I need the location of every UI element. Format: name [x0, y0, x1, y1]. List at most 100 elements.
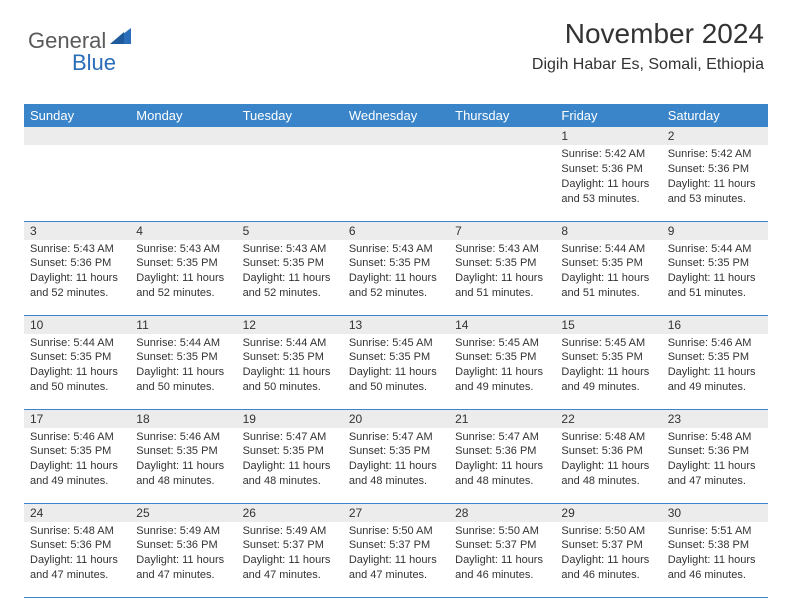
- day-header: Wednesday: [343, 104, 449, 127]
- day-number: 21: [449, 410, 555, 428]
- day-details: Sunrise: 5:43 AMSunset: 5:35 PMDaylight:…: [449, 240, 555, 305]
- calendar-cell: 25Sunrise: 5:49 AMSunset: 5:36 PMDayligh…: [130, 503, 236, 597]
- calendar-body: 1Sunrise: 5:42 AMSunset: 5:36 PMDaylight…: [24, 127, 768, 597]
- calendar-cell: 11Sunrise: 5:44 AMSunset: 5:35 PMDayligh…: [130, 315, 236, 409]
- logo: General Blue: [28, 28, 132, 54]
- calendar-cell: 13Sunrise: 5:45 AMSunset: 5:35 PMDayligh…: [343, 315, 449, 409]
- calendar-cell: 15Sunrise: 5:45 AMSunset: 5:35 PMDayligh…: [555, 315, 661, 409]
- day-number: 19: [237, 410, 343, 428]
- calendar-row: 24Sunrise: 5:48 AMSunset: 5:36 PMDayligh…: [24, 503, 768, 597]
- calendar-cell: 16Sunrise: 5:46 AMSunset: 5:35 PMDayligh…: [662, 315, 768, 409]
- day-number: 27: [343, 504, 449, 522]
- day-number: 11: [130, 316, 236, 334]
- day-number: 13: [343, 316, 449, 334]
- calendar-table: Sunday Monday Tuesday Wednesday Thursday…: [24, 104, 768, 598]
- day-details: Sunrise: 5:45 AMSunset: 5:35 PMDaylight:…: [343, 334, 449, 399]
- day-number: 30: [662, 504, 768, 522]
- calendar-cell: 26Sunrise: 5:49 AMSunset: 5:37 PMDayligh…: [237, 503, 343, 597]
- day-number: 12: [237, 316, 343, 334]
- calendar-cell: 5Sunrise: 5:43 AMSunset: 5:35 PMDaylight…: [237, 221, 343, 315]
- calendar-cell: 14Sunrise: 5:45 AMSunset: 5:35 PMDayligh…: [449, 315, 555, 409]
- day-number: 20: [343, 410, 449, 428]
- location-subtitle: Digih Habar Es, Somali, Ethiopia: [532, 56, 764, 74]
- day-details: Sunrise: 5:45 AMSunset: 5:35 PMDaylight:…: [555, 334, 661, 399]
- calendar-cell: 7Sunrise: 5:43 AMSunset: 5:35 PMDaylight…: [449, 221, 555, 315]
- day-number: 5: [237, 222, 343, 240]
- calendar-cell: 6Sunrise: 5:43 AMSunset: 5:35 PMDaylight…: [343, 221, 449, 315]
- calendar-cell-empty: [449, 127, 555, 221]
- day-header-row: Sunday Monday Tuesday Wednesday Thursday…: [24, 104, 768, 127]
- calendar-cell: 17Sunrise: 5:46 AMSunset: 5:35 PMDayligh…: [24, 409, 130, 503]
- logo-triangle-icon: [110, 27, 132, 50]
- day-number: 14: [449, 316, 555, 334]
- day-details: Sunrise: 5:42 AMSunset: 5:36 PMDaylight:…: [662, 145, 768, 210]
- calendar-cell-empty: [343, 127, 449, 221]
- day-details: Sunrise: 5:50 AMSunset: 5:37 PMDaylight:…: [449, 522, 555, 587]
- calendar-row: 3Sunrise: 5:43 AMSunset: 5:36 PMDaylight…: [24, 221, 768, 315]
- day-details: Sunrise: 5:43 AMSunset: 5:35 PMDaylight:…: [237, 240, 343, 305]
- calendar-cell: 10Sunrise: 5:44 AMSunset: 5:35 PMDayligh…: [24, 315, 130, 409]
- calendar-cell: 27Sunrise: 5:50 AMSunset: 5:37 PMDayligh…: [343, 503, 449, 597]
- day-details: Sunrise: 5:50 AMSunset: 5:37 PMDaylight:…: [343, 522, 449, 587]
- day-number: 7: [449, 222, 555, 240]
- day-number: 16: [662, 316, 768, 334]
- day-number: 1: [555, 127, 661, 145]
- day-header: Thursday: [449, 104, 555, 127]
- day-details: Sunrise: 5:45 AMSunset: 5:35 PMDaylight:…: [449, 334, 555, 399]
- day-number: 26: [237, 504, 343, 522]
- day-number: 28: [449, 504, 555, 522]
- day-details: Sunrise: 5:51 AMSunset: 5:38 PMDaylight:…: [662, 522, 768, 587]
- day-header: Saturday: [662, 104, 768, 127]
- day-number: 17: [24, 410, 130, 428]
- day-details: Sunrise: 5:43 AMSunset: 5:36 PMDaylight:…: [24, 240, 130, 305]
- day-details: Sunrise: 5:49 AMSunset: 5:37 PMDaylight:…: [237, 522, 343, 587]
- calendar-cell: 23Sunrise: 5:48 AMSunset: 5:36 PMDayligh…: [662, 409, 768, 503]
- day-details: Sunrise: 5:48 AMSunset: 5:36 PMDaylight:…: [555, 428, 661, 493]
- day-number: 24: [24, 504, 130, 522]
- day-number: 3: [24, 222, 130, 240]
- day-details: Sunrise: 5:44 AMSunset: 5:35 PMDaylight:…: [24, 334, 130, 399]
- day-number: 8: [555, 222, 661, 240]
- day-details: Sunrise: 5:43 AMSunset: 5:35 PMDaylight:…: [343, 240, 449, 305]
- calendar-cell-empty: [237, 127, 343, 221]
- calendar-cell: 19Sunrise: 5:47 AMSunset: 5:35 PMDayligh…: [237, 409, 343, 503]
- day-header: Monday: [130, 104, 236, 127]
- day-details: Sunrise: 5:46 AMSunset: 5:35 PMDaylight:…: [662, 334, 768, 399]
- day-details: Sunrise: 5:44 AMSunset: 5:35 PMDaylight:…: [237, 334, 343, 399]
- calendar-cell: 12Sunrise: 5:44 AMSunset: 5:35 PMDayligh…: [237, 315, 343, 409]
- day-details: Sunrise: 5:47 AMSunset: 5:35 PMDaylight:…: [343, 428, 449, 493]
- header: November 2024 Digih Habar Es, Somali, Et…: [532, 18, 764, 74]
- day-details: Sunrise: 5:50 AMSunset: 5:37 PMDaylight:…: [555, 522, 661, 587]
- day-number: 18: [130, 410, 236, 428]
- calendar-cell: 8Sunrise: 5:44 AMSunset: 5:35 PMDaylight…: [555, 221, 661, 315]
- calendar-cell: 24Sunrise: 5:48 AMSunset: 5:36 PMDayligh…: [24, 503, 130, 597]
- day-number: 15: [555, 316, 661, 334]
- calendar-row: 17Sunrise: 5:46 AMSunset: 5:35 PMDayligh…: [24, 409, 768, 503]
- day-number: 9: [662, 222, 768, 240]
- day-details: Sunrise: 5:47 AMSunset: 5:35 PMDaylight:…: [237, 428, 343, 493]
- page-title: November 2024: [532, 18, 764, 50]
- calendar-row: 1Sunrise: 5:42 AMSunset: 5:36 PMDaylight…: [24, 127, 768, 221]
- day-number: 2: [662, 127, 768, 145]
- calendar-cell-empty: [130, 127, 236, 221]
- day-details: Sunrise: 5:46 AMSunset: 5:35 PMDaylight:…: [130, 428, 236, 493]
- calendar-cell: 29Sunrise: 5:50 AMSunset: 5:37 PMDayligh…: [555, 503, 661, 597]
- calendar-cell: 3Sunrise: 5:43 AMSunset: 5:36 PMDaylight…: [24, 221, 130, 315]
- calendar-cell: 30Sunrise: 5:51 AMSunset: 5:38 PMDayligh…: [662, 503, 768, 597]
- calendar-cell: 21Sunrise: 5:47 AMSunset: 5:36 PMDayligh…: [449, 409, 555, 503]
- day-number: 25: [130, 504, 236, 522]
- calendar-row: 10Sunrise: 5:44 AMSunset: 5:35 PMDayligh…: [24, 315, 768, 409]
- day-details: Sunrise: 5:48 AMSunset: 5:36 PMDaylight:…: [24, 522, 130, 587]
- calendar-cell: 28Sunrise: 5:50 AMSunset: 5:37 PMDayligh…: [449, 503, 555, 597]
- calendar-cell: 18Sunrise: 5:46 AMSunset: 5:35 PMDayligh…: [130, 409, 236, 503]
- day-header: Tuesday: [237, 104, 343, 127]
- day-header: Sunday: [24, 104, 130, 127]
- day-details: Sunrise: 5:48 AMSunset: 5:36 PMDaylight:…: [662, 428, 768, 493]
- day-number: 6: [343, 222, 449, 240]
- day-number: 23: [662, 410, 768, 428]
- calendar-cell-empty: [24, 127, 130, 221]
- day-details: Sunrise: 5:44 AMSunset: 5:35 PMDaylight:…: [662, 240, 768, 305]
- calendar-cell: 1Sunrise: 5:42 AMSunset: 5:36 PMDaylight…: [555, 127, 661, 221]
- calendar-cell: 4Sunrise: 5:43 AMSunset: 5:35 PMDaylight…: [130, 221, 236, 315]
- day-details: Sunrise: 5:44 AMSunset: 5:35 PMDaylight:…: [130, 334, 236, 399]
